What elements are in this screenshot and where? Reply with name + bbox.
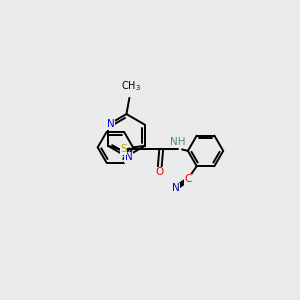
Text: CH$_3$: CH$_3$ xyxy=(121,79,141,93)
Text: C: C xyxy=(184,174,192,184)
Text: S: S xyxy=(120,144,127,154)
Text: N: N xyxy=(106,119,114,129)
Text: O: O xyxy=(155,167,164,177)
Text: N: N xyxy=(172,183,179,193)
Text: NH: NH xyxy=(170,137,186,147)
Text: N: N xyxy=(125,152,133,162)
